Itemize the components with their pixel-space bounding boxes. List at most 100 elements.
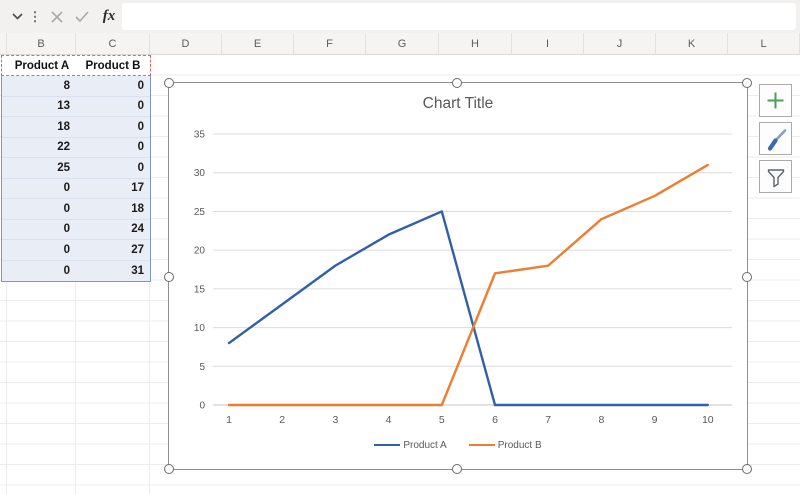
x-tick-label: 10 — [702, 414, 714, 426]
cell[interactable]: 0 — [63, 202, 71, 215]
cell[interactable]: 13 — [57, 100, 71, 113]
column-header-E[interactable]: E — [222, 33, 294, 54]
column-header-L[interactable]: L — [728, 33, 800, 54]
x-tick-label: 6 — [492, 414, 498, 426]
y-tick-label: 10 — [194, 323, 206, 334]
brush-icon — [767, 128, 786, 151]
chart-source-table: Product A Product B 8 0 13 0 18 0 22 0 25 0 0 17 0 18 0… — [1, 55, 151, 282]
legend-label: Product A — [403, 439, 447, 451]
chart[interactable]: 0 5 10 15 20 25 30 35 1 2 3 4 5 6 7 8 9 10 Chart Title Pr… — [164, 78, 752, 474]
chart-plot-area: 0 5 10 15 20 25 30 35 1 2 3 4 5 6 7 8 9 10 — [194, 130, 732, 426]
y-tick-label: 5 — [199, 362, 205, 373]
resize-handle-bottom-center[interactable] — [452, 464, 462, 474]
table-header-cell[interactable]: Product A — [14, 59, 70, 72]
resize-handle-bottom-right[interactable] — [742, 464, 752, 474]
cell[interactable]: 0 — [63, 223, 71, 236]
resize-handle-top-center[interactable] — [452, 78, 462, 88]
y-tick-label: 35 — [194, 130, 206, 141]
table-row: 13 0 — [2, 97, 150, 117]
table-row: 0 31 — [2, 261, 150, 282]
insert-function-icon[interactable]: fx — [102, 8, 116, 24]
formula-toolbar: ⋮ fx — [0, 0, 800, 33]
cell[interactable]: 31 — [131, 264, 144, 277]
cell[interactable]: 17 — [131, 182, 144, 195]
column-header-G[interactable]: G — [366, 33, 439, 54]
column-header-B[interactable]: B — [7, 33, 76, 54]
table-row: 0 17 — [2, 179, 150, 199]
x-tick-label: 5 — [439, 414, 445, 426]
table-row: 25 0 — [2, 158, 150, 179]
column-header-J[interactable]: J — [584, 33, 656, 54]
column-header-C[interactable]: C — [76, 33, 150, 54]
column-header-D[interactable]: D — [150, 33, 222, 54]
cell[interactable]: 0 — [63, 264, 71, 277]
table-row: 22 0 — [2, 138, 150, 158]
x-tick-label: 1 — [226, 414, 232, 426]
cell[interactable]: 22 — [57, 141, 71, 154]
legend-item-product-b[interactable]: Product B — [468, 439, 542, 451]
x-tick-label: 9 — [652, 414, 658, 426]
cell[interactable]: 8 — [63, 79, 71, 92]
legend-swatch — [468, 443, 495, 447]
chart-elements-button[interactable] — [759, 84, 792, 117]
x-tick-label: 4 — [386, 414, 392, 426]
cell[interactable]: 0 — [63, 243, 71, 256]
drag-dots-icon[interactable]: ⋮ — [28, 8, 42, 24]
resize-handle-bottom-left[interactable] — [164, 464, 174, 474]
resize-handle-top-right[interactable] — [742, 78, 752, 88]
cancel-icon[interactable] — [46, 0, 68, 33]
x-tick-label: 8 — [598, 414, 604, 426]
x-tick-label: 3 — [332, 414, 338, 426]
x-tick-label: 7 — [545, 414, 551, 426]
column-header-K[interactable]: K — [656, 33, 728, 54]
cell[interactable]: 0 — [137, 79, 144, 92]
column-header-sliver[interactable] — [0, 33, 7, 54]
legend-swatch — [374, 443, 401, 447]
chart-styles-button[interactable] — [759, 122, 792, 155]
resize-handle-mid-left[interactable] — [164, 272, 174, 282]
enter-check-icon[interactable] — [70, 0, 94, 33]
namebox-chevron-down-icon[interactable] — [6, 0, 28, 33]
cell[interactable]: 0 — [137, 161, 144, 174]
funnel-icon — [767, 168, 784, 187]
formula-bar-input[interactable] — [122, 3, 796, 30]
table-header-row: Product A Product B — [1, 55, 151, 76]
cell[interactable]: 25 — [57, 161, 71, 174]
chart-legend[interactable]: Product A Product B — [169, 436, 747, 454]
resize-handle-top-left[interactable] — [164, 78, 174, 88]
resize-handle-mid-right[interactable] — [742, 272, 752, 282]
column-header-F[interactable]: F — [294, 33, 366, 54]
plus-icon — [767, 92, 784, 109]
cell[interactable]: 0 — [137, 120, 144, 133]
table-row: 0 27 — [2, 240, 150, 261]
legend-label: Product B — [497, 439, 542, 451]
cell[interactable]: 24 — [131, 223, 144, 236]
table-row: 18 0 — [2, 117, 150, 138]
y-tick-label: 25 — [194, 207, 206, 218]
y-tick-label: 0 — [199, 401, 205, 412]
table-body: 8 0 13 0 18 0 22 0 25 0 0 17 0 18 0 24 0 27 0 31 — [1, 76, 151, 282]
column-header-H[interactable]: H — [439, 33, 512, 54]
table-row: 0 24 — [2, 220, 150, 240]
table-row: 0 18 — [2, 199, 150, 220]
cell[interactable]: 0 — [63, 182, 71, 195]
y-tick-label: 20 — [194, 246, 206, 257]
column-header-I[interactable]: I — [512, 33, 584, 54]
cell[interactable]: 18 — [131, 202, 144, 215]
cell[interactable]: 0 — [137, 141, 144, 154]
x-tick-label: 2 — [279, 414, 285, 426]
y-tick-label: 15 — [194, 284, 206, 295]
cell[interactable]: 18 — [57, 120, 71, 133]
series-line-product-b[interactable] — [227, 163, 709, 407]
table-header-cell[interactable]: Product B — [85, 59, 141, 72]
chart-filters-button[interactable] — [759, 160, 792, 193]
cell[interactable]: 0 — [137, 100, 144, 113]
chart-tools-panel — [759, 84, 793, 198]
cell[interactable]: 27 — [131, 243, 144, 256]
legend-item-product-a[interactable]: Product A — [374, 439, 447, 451]
chart-title[interactable]: Chart Title — [422, 95, 494, 112]
series-line-product-a[interactable] — [227, 210, 709, 407]
